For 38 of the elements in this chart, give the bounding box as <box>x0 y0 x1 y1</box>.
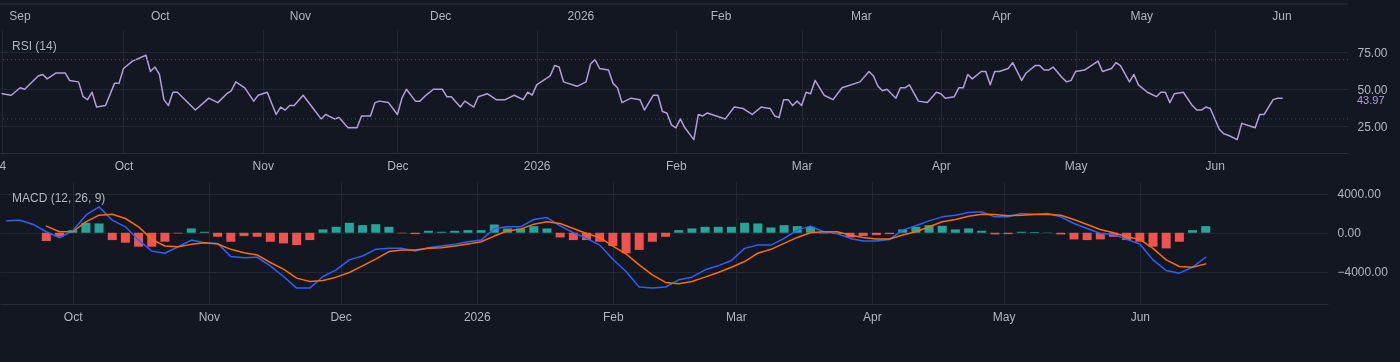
x-tick-label: Nov <box>252 158 274 173</box>
text: Apr <box>992 9 1011 23</box>
x-tick-label: Oct <box>114 158 134 173</box>
text: Jun <box>1272 9 1292 23</box>
text: Mar <box>851 9 872 23</box>
x-tick-label: Jun <box>1130 309 1151 324</box>
y-tick-label: 25.00 <box>1357 119 1388 134</box>
x-tick-label: Dec <box>387 158 409 173</box>
y-tick-label: 4000.00 <box>1337 187 1382 202</box>
text: RSI (14) <box>12 39 57 53</box>
text: 2026 <box>567 9 595 23</box>
text: Feb <box>710 9 732 23</box>
text: Sep <box>9 9 31 23</box>
x-tick-label: Feb <box>666 158 688 173</box>
x-tick-label: Jun <box>1205 158 1225 173</box>
x-tick-label: Oct <box>63 309 84 324</box>
x-tick-label: Dec <box>330 309 352 324</box>
x-tick-label: 2026 <box>523 158 551 173</box>
x-tick-label: Mar <box>725 309 747 324</box>
x-tick-label: 4 <box>0 158 7 173</box>
text: MACD (12, 26, 9) <box>12 191 106 205</box>
text: Nov <box>289 9 312 23</box>
x-tick-label: Apr <box>931 158 951 173</box>
x-tick-label: May <box>1064 158 1088 173</box>
x-tick-label: Feb <box>603 309 625 324</box>
text: 43.97 <box>1357 94 1385 107</box>
x-tick-label: May <box>992 309 1016 324</box>
x-tick-label: Mar <box>791 158 813 173</box>
y-tick-label: 0.00 <box>1337 226 1362 241</box>
x-tick-label: Nov <box>198 309 221 324</box>
x-tick-label: 2026 <box>463 309 491 324</box>
text: Dec <box>429 9 452 23</box>
y-tick-label: 50.00 <box>1357 82 1388 97</box>
y-tick-label: −4000.00 <box>1337 265 1389 280</box>
y-tick-label: 75.00 <box>1357 45 1388 60</box>
text: May <box>1130 9 1154 23</box>
text: Oct <box>150 9 171 23</box>
x-tick-label: Apr <box>863 309 882 324</box>
